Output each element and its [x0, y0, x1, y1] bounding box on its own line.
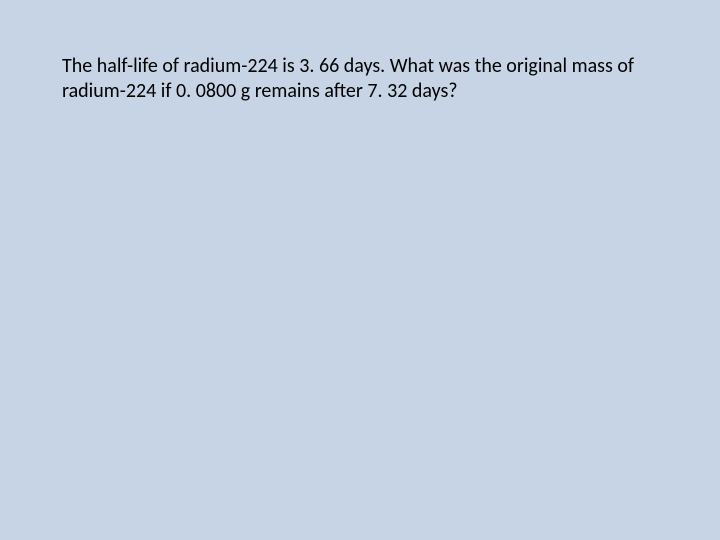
- question-text: The half-life of radium-224 is 3. 66 day…: [62, 54, 658, 104]
- slide: The half-life of radium-224 is 3. 66 day…: [0, 0, 720, 540]
